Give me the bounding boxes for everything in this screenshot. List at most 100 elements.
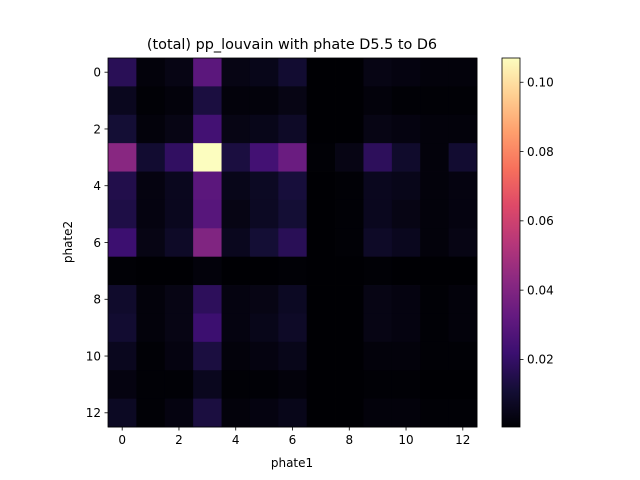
heatmap-cell [448,114,478,144]
heatmap-cell [193,313,222,343]
colorbar-tick-label: 0.10 [527,76,554,90]
heatmap-cell [136,199,166,229]
heatmap-cell [448,341,478,371]
heatmap-cell [221,228,251,258]
heatmap-cell [306,228,336,258]
heatmap-cell [249,86,279,116]
heatmap-cell [164,256,194,286]
heatmap-cell [108,370,137,400]
x-axis-label: phate1 [271,456,313,470]
heatmap-cell [278,398,308,428]
heatmap-cell [108,398,137,428]
heatmap-cell [306,199,336,229]
heatmap-cell [278,143,308,172]
heatmap-cell [306,86,336,116]
heatmap-cell [448,58,478,87]
heatmap-cell [193,256,222,286]
heatmap-cell [221,285,251,314]
heatmap-cell [108,341,137,371]
heatmap-cell [420,171,450,201]
heatmap-cells [108,58,478,428]
heatmap-cell [193,285,222,314]
heatmap-cell [221,86,251,116]
heatmap-cell [221,370,251,400]
heatmap-cell [193,58,222,87]
heatmap-cell [108,313,137,343]
heatmap-cell [164,171,194,201]
x-tick-label: 4 [232,433,240,447]
heatmap-cell [391,58,421,87]
heatmap-cell [164,313,194,343]
heatmap-cell [164,398,194,428]
y-tick-label: 12 [86,406,101,420]
colorbar-tick-label: 0.08 [527,145,554,159]
colorbar-tick-label: 0.02 [527,353,554,367]
heatmap-cell [391,228,421,258]
heatmap-cell [136,285,166,314]
heatmap-cell [108,285,137,314]
y-tick-label: 10 [86,349,101,363]
heatmap-cell [221,58,251,87]
heatmap-cell [306,58,336,87]
heatmap-cell [221,313,251,343]
heatmap-cell [136,171,166,201]
heatmap-cell [335,143,364,172]
heatmap-cell [278,171,308,201]
heatmap-cell [420,86,450,116]
x-tick-label: 2 [175,433,183,447]
heatmap-cell [335,285,364,314]
heatmap-cell [249,228,279,258]
heatmap-cell [335,313,364,343]
y-tick-label: 6 [93,236,101,250]
heatmap-cell [193,114,222,144]
heatmap-cell [391,256,421,286]
heatmap-cell [363,58,393,87]
heatmap-cell [164,143,194,172]
heatmap-cell [136,143,166,172]
heatmap-cell [306,114,336,144]
heatmap-cell [335,171,364,201]
heatmap-cell [363,114,393,144]
heatmap-cell [164,285,194,314]
heatmap-cell [164,228,194,258]
heatmap-cell [363,398,393,428]
heatmap-cell [221,143,251,172]
chart-title: (total) pp_louvain with phate D5.5 to D6 [147,37,437,53]
heatmap-cell [363,285,393,314]
heatmap-cell [193,143,222,172]
colorbar-tick-label: 0.06 [527,214,554,228]
heatmap-cell [335,341,364,371]
heatmap-cell [448,285,478,314]
colorbar-tick-label: 0.04 [527,283,554,297]
heatmap-cell [391,341,421,371]
heatmap-cell [108,228,137,258]
heatmap-cell [136,86,166,116]
heatmap-cell [391,86,421,116]
heatmap-cell [335,114,364,144]
heatmap-cell [335,86,364,116]
heatmap-cell [249,114,279,144]
heatmap-cell [249,313,279,343]
heatmap-cell [193,199,222,229]
x-tick-label: 12 [455,433,470,447]
heatmap-cell [108,58,137,87]
heatmap-cell [108,86,137,116]
heatmap-cell [391,143,421,172]
heatmap-cell [136,313,166,343]
heatmap-cell [278,285,308,314]
heatmap-cell [221,171,251,201]
heatmap-cell [420,398,450,428]
heatmap-cell [221,199,251,229]
heatmap-cell [448,398,478,428]
heatmap-cell [278,199,308,229]
heatmap-cell [136,341,166,371]
heatmap-cell [278,313,308,343]
heatmap-cell [420,58,450,87]
heatmap-cell [221,341,251,371]
heatmap-cell [136,114,166,144]
heatmap-cell [448,256,478,286]
heatmap-cell [448,143,478,172]
heatmap-cell [363,341,393,371]
heatmap-cell [278,370,308,400]
heatmap-cell [278,58,308,87]
